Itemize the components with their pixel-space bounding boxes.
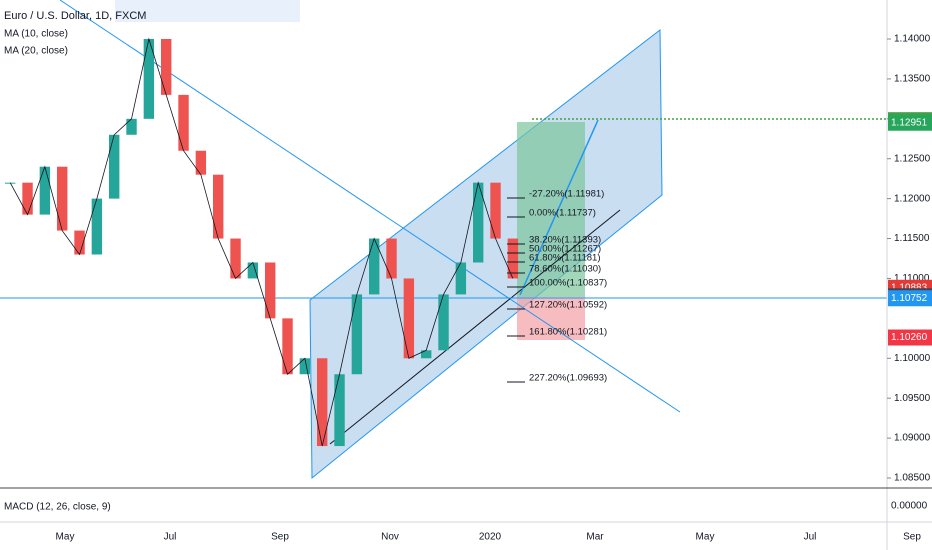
projection-arrow [519,119,599,296]
fib-label: 38.20%(1.11393) [529,235,601,246]
candle [421,350,432,359]
fib-label: 161.80%(1.10281) [529,327,607,338]
price-tag-label: 1.10883 [891,282,928,293]
candle [507,238,519,279]
y-tick-label: 1.09000 [894,433,931,444]
fib-label: 61.80%(1.11181) [529,253,600,264]
price-tag-label: 1.10752 [891,293,928,304]
x-tick-label: Nov [381,532,399,543]
candle [473,182,484,263]
fib-label: 50.00%(1.11267) [529,244,601,255]
x-tick-label: Mar [586,532,604,543]
fib-label: 100.00%(1.10837) [529,278,607,289]
candle [369,238,380,295]
candle [351,294,363,375]
fib-label: 127.20%(1.10592) [529,300,607,311]
candle [213,174,224,239]
candle [455,262,467,295]
candle [317,358,328,447]
price-tag-label: 1.10260 [891,332,928,343]
y-tick-label: 1.12000 [894,193,931,204]
x-tick-label: Sep [271,532,289,543]
candle [74,230,85,255]
x-tick-label: Sep [903,532,921,543]
candle [126,118,137,135]
candle [299,358,311,375]
candle [282,318,293,375]
price-tag [888,114,932,131]
candle [109,134,120,199]
stop-zone [517,297,585,340]
x-tick-label: Jul [164,532,177,543]
x-tick-label: 2020 [479,532,502,543]
price-tag [888,329,932,346]
fib-label: 78.60%(1.11030) [529,264,601,275]
close-line [9,37,514,447]
fib-label: 0.00%(1.11737) [529,208,596,219]
y-tick-label: 1.08500 [894,473,931,484]
macd-label: MACD (12, 26, close, 9) [4,502,111,513]
candle [265,262,276,319]
indicator-label: MA (10, close) [4,29,68,40]
price-tag-label: 1.12951 [891,117,928,128]
y-tick-label: 1.14000 [894,34,931,45]
candle [230,238,241,279]
y-tick-label: 1.12500 [894,153,931,164]
candle [143,39,155,119]
y-tick-label: 1.11000 [894,273,930,284]
macd-tick: 0.00000 [891,501,928,512]
indicator-label: MA (20, close) [4,46,68,57]
y-tick-label: 1.11500 [894,233,930,244]
candle [91,198,103,255]
fib-label: 227.20%(1.09693) [529,373,607,384]
candle [195,150,207,175]
candle [178,94,189,151]
candle [386,238,397,279]
candle [438,294,449,351]
x-tick-label: May [696,532,715,543]
candle [57,166,68,231]
candle [403,278,415,359]
price-tag [888,290,932,307]
candle [22,182,33,215]
target-zone [517,122,585,297]
support-line [329,209,621,445]
y-tick-label: 1.13500 [894,74,931,85]
candle [334,374,345,447]
candle [490,182,501,239]
candle [247,262,259,279]
fib-label: -27.20%(1.11981) [529,189,604,200]
x-tick-label: May [56,532,75,543]
toolbar-popup [115,0,300,22]
candle [161,39,172,95]
x-tick-label: Jul [804,532,817,543]
y-tick-label: 1.09500 [894,393,931,404]
y-tick-label: 1.10000 [894,353,931,364]
candle [39,166,51,215]
symbol-title: Euro / U.S. Dollar, 1D, FXCM [4,10,146,22]
